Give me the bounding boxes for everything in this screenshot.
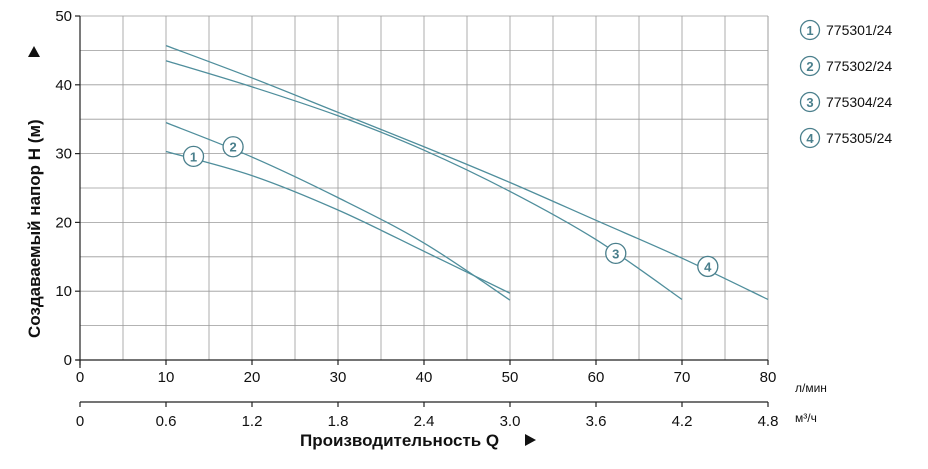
y-axis-title-arrow-icon <box>28 46 40 57</box>
x2-tick-label: 1.2 <box>242 413 263 430</box>
curve-marker-number-3: 3 <box>612 246 619 261</box>
x-tick-label: 40 <box>416 369 433 386</box>
x-tick-label: 70 <box>674 369 691 386</box>
x-tick-label: 50 <box>502 369 519 386</box>
legend-series-name: 775304/24 <box>826 94 892 110</box>
chart-legend: 1 775301/24 2 775302/24 3 775304/24 4 775305/24 <box>799 19 892 149</box>
legend-marker-circle-2 <box>799 55 821 77</box>
curve-marker-number-1: 1 <box>190 149 197 164</box>
curve-1 <box>165 150 511 294</box>
legend-series-name: 775302/24 <box>826 58 892 74</box>
chart-curve-markers: 1 2 3 4 <box>182 136 719 278</box>
legend-marker-circle-1 <box>799 19 821 41</box>
curve-marker-number-4: 4 <box>704 259 712 274</box>
chart-tick-labels: 0 10 20 30 40 50 0 10 20 30 40 50 60 70 80 0 0.6 1.2 1.8 2.… <box>55 8 778 430</box>
legend-marker-number-1: 1 <box>806 23 813 38</box>
chart-grid <box>80 15 769 360</box>
y-tick-label: 20 <box>55 214 72 231</box>
legend-marker-circle-4 <box>799 127 821 149</box>
y-tick-label: 40 <box>55 77 72 94</box>
curve-marker-circle-2 <box>222 136 244 158</box>
curve-4 <box>165 44 769 301</box>
x2-tick-label: 1.8 <box>328 413 349 430</box>
x2-unit-label: м³/ч <box>795 411 817 425</box>
x2-tick-label: 4.8 <box>758 413 779 430</box>
x2-tick-label: 2.4 <box>414 413 435 430</box>
x-unit-label: л/мин <box>795 381 827 395</box>
y-tick-label: 30 <box>55 146 72 163</box>
curve-3 <box>165 60 683 300</box>
legend-marker-circle-3 <box>799 91 821 113</box>
x-axis-title-arrow-icon <box>525 434 536 446</box>
legend-marker-number-3: 3 <box>806 95 813 110</box>
curve-marker-number-2: 2 <box>229 140 236 155</box>
chart-curves <box>165 44 769 301</box>
y-tick-label: 10 <box>55 283 72 300</box>
x-tick-label: 30 <box>330 369 347 386</box>
y-axis-title: Создаваемый напор H (м) <box>25 119 44 338</box>
x-tick-label: 10 <box>158 369 175 386</box>
legend-series-name: 775301/24 <box>826 22 892 38</box>
x2-tick-label: 0.6 <box>156 413 177 430</box>
x-tick-label: 20 <box>244 369 261 386</box>
x-tick-label: 80 <box>760 369 777 386</box>
curve-marker-circle-1 <box>182 145 205 168</box>
x-tick-label: 60 <box>588 369 605 386</box>
x2-tick-label: 3.6 <box>586 413 607 430</box>
curve-marker-circle-3 <box>605 242 627 265</box>
x2-tick-label: 3.0 <box>500 413 521 430</box>
x-tick-label: 0 <box>76 369 84 386</box>
y-tick-label: 0 <box>64 352 72 369</box>
curve-marker-circle-4 <box>697 255 719 278</box>
legend-series-name: 775305/24 <box>826 130 892 146</box>
legend-marker-number-2: 2 <box>806 59 813 74</box>
x2-tick-label: 0 <box>76 413 84 430</box>
x2-tick-label: 4.2 <box>672 413 693 430</box>
legend-marker-number-4: 4 <box>806 131 814 146</box>
chart-axes <box>75 15 769 407</box>
x-axis-title: Производительность Q <box>300 431 499 450</box>
y-tick-label: 50 <box>55 8 72 25</box>
